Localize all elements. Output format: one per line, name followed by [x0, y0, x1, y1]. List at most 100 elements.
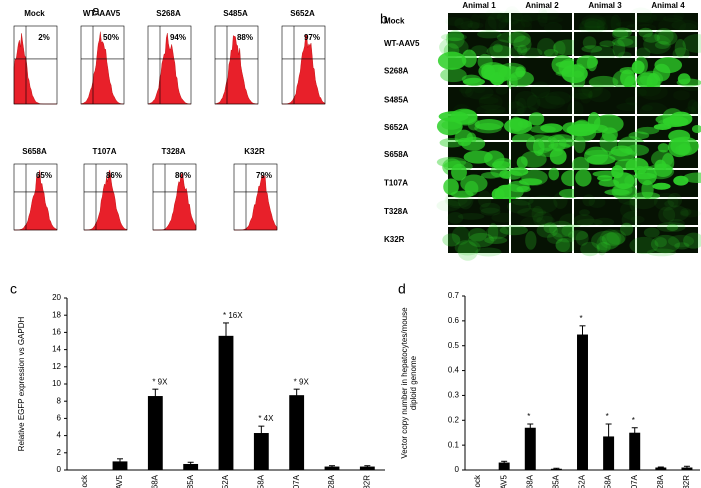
- x-tick-label: S485A: [551, 474, 560, 488]
- y-tick-label: 0: [57, 465, 62, 474]
- bar: [524, 427, 536, 470]
- bar: [324, 466, 340, 470]
- fluorescence: [657, 143, 670, 153]
- fluorescence: [671, 19, 699, 31]
- percent-label: 88%: [237, 33, 253, 42]
- fluorescence: [625, 23, 641, 33]
- bar: [218, 335, 234, 470]
- y-tick-label: 8: [57, 396, 62, 405]
- fluorescence: [629, 190, 658, 210]
- micrograph: [574, 199, 635, 225]
- fluorescence: [679, 209, 701, 218]
- fluorescence: [536, 215, 555, 226]
- fluorescence: [470, 14, 480, 31]
- fluorescence: [545, 91, 572, 105]
- micrograph: [574, 227, 635, 253]
- fluorescence: [687, 99, 699, 113]
- fluorescence: [668, 137, 691, 158]
- fluorescence: [553, 192, 568, 209]
- fluorescence: [470, 45, 488, 56]
- fluorescence: [510, 45, 522, 58]
- fluorescence: [546, 232, 563, 244]
- plot-frame: [214, 25, 259, 105]
- sample-label: K32R: [244, 147, 265, 156]
- x-tick-label: WT-AAV5: [115, 474, 124, 488]
- fluorescence: [517, 207, 547, 218]
- fluorescence: [457, 137, 472, 147]
- fluorescence: [647, 248, 677, 257]
- micrograph: [511, 199, 572, 225]
- bar: [629, 432, 641, 470]
- fluorescence: [662, 205, 689, 222]
- fluorescence: [677, 73, 691, 85]
- fluorescence: [508, 31, 531, 48]
- y-tick-label: 4: [57, 431, 62, 440]
- x-tick-label: K32R: [362, 475, 371, 488]
- fluorescence: [479, 202, 501, 214]
- fluorescence: [646, 163, 675, 180]
- micrograph: [574, 32, 635, 56]
- sample-label: T107A: [92, 147, 116, 156]
- percent-label: 97%: [304, 33, 320, 42]
- fluorescence: [473, 85, 485, 94]
- fluorescence: [642, 33, 661, 43]
- bar: [550, 468, 562, 470]
- histogram: [13, 170, 58, 231]
- fluorescence: [531, 205, 544, 223]
- x-tick-label: T107A: [292, 474, 301, 488]
- fluorescence: [511, 195, 534, 206]
- fluorescence: [486, 45, 513, 58]
- plot-frame: [281, 25, 326, 105]
- fluorescence: [633, 191, 661, 200]
- fluorescence: [444, 191, 473, 209]
- fluorescence: [521, 47, 543, 58]
- micrograph: [637, 227, 698, 253]
- fluorescence: [588, 75, 619, 89]
- fluorescence: [596, 235, 608, 256]
- fluorescence: [582, 194, 596, 207]
- fluorescence: [588, 197, 606, 208]
- fluorescence: [544, 22, 563, 34]
- micrograph: [448, 227, 509, 253]
- row-label: S485A: [384, 96, 409, 105]
- micrograph: [511, 13, 572, 30]
- fluorescence: [492, 43, 503, 53]
- fluorescence: [484, 236, 508, 244]
- fluorescence: [508, 70, 534, 87]
- annotation: *: [527, 412, 530, 421]
- fluorescence: [474, 123, 502, 134]
- fluorescence: [445, 191, 468, 207]
- fluorescence: [683, 232, 701, 249]
- fluorescence: [604, 189, 630, 196]
- fluorescence: [573, 135, 586, 154]
- y-tick-label: 12: [52, 362, 61, 371]
- annotation: * 16X: [223, 311, 243, 320]
- fluorescence: [666, 223, 679, 232]
- histogram: [83, 169, 128, 231]
- fluorescence: [548, 167, 560, 181]
- fluorescence: [653, 192, 679, 211]
- fluorescence: [596, 241, 611, 253]
- fluorescence: [532, 138, 545, 157]
- panel-letter: d: [398, 281, 406, 297]
- fluorescence: [643, 34, 672, 55]
- plot-frame: [80, 25, 125, 105]
- fluorescence: [543, 48, 559, 57]
- fluorescence: [513, 35, 532, 53]
- fluorescence: [443, 178, 459, 196]
- fluorescence: [529, 125, 556, 134]
- fluorescence: [571, 88, 593, 100]
- x-tick-label: Mock: [473, 474, 482, 488]
- fluorescence: [478, 97, 498, 105]
- fluorescence: [673, 90, 690, 100]
- fluorescence: [441, 120, 462, 130]
- micrograph: [637, 13, 698, 30]
- fluorescence: [457, 189, 474, 210]
- fluorescence: [499, 225, 528, 236]
- micrograph: [448, 13, 509, 30]
- fluorescence: [611, 29, 629, 40]
- fluorescence: [612, 37, 634, 47]
- fluorescence: [516, 156, 528, 169]
- y-tick-label: 16: [52, 328, 61, 337]
- fluorescence: [639, 84, 668, 100]
